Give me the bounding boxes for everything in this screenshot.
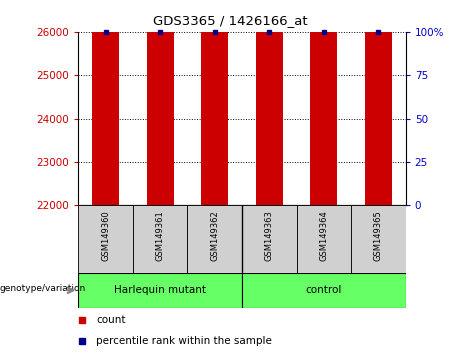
Bar bbox=[242, 205, 296, 273]
Text: GSM149360: GSM149360 bbox=[101, 210, 110, 261]
Bar bbox=[188, 205, 242, 273]
Bar bbox=[92, 0, 119, 205]
Text: GSM149362: GSM149362 bbox=[210, 210, 219, 261]
Bar bbox=[365, 0, 392, 205]
Bar bbox=[242, 273, 406, 308]
Bar bbox=[296, 205, 351, 273]
Text: Harlequin mutant: Harlequin mutant bbox=[114, 285, 206, 295]
Bar bbox=[310, 0, 337, 205]
Text: GSM149364: GSM149364 bbox=[319, 210, 328, 261]
Bar bbox=[256, 0, 283, 205]
Text: GDS3365 / 1426166_at: GDS3365 / 1426166_at bbox=[153, 14, 308, 27]
Text: GSM149365: GSM149365 bbox=[374, 210, 383, 261]
Text: control: control bbox=[306, 285, 342, 295]
Bar bbox=[147, 0, 174, 205]
Text: genotype/variation: genotype/variation bbox=[0, 284, 86, 293]
Text: GSM149363: GSM149363 bbox=[265, 210, 274, 261]
Text: count: count bbox=[96, 315, 126, 325]
Bar bbox=[351, 205, 406, 273]
Bar bbox=[201, 0, 228, 205]
Bar bbox=[133, 205, 188, 273]
Text: percentile rank within the sample: percentile rank within the sample bbox=[96, 336, 272, 346]
Bar bbox=[78, 205, 133, 273]
Bar bbox=[78, 273, 242, 308]
Text: GSM149361: GSM149361 bbox=[156, 210, 165, 261]
